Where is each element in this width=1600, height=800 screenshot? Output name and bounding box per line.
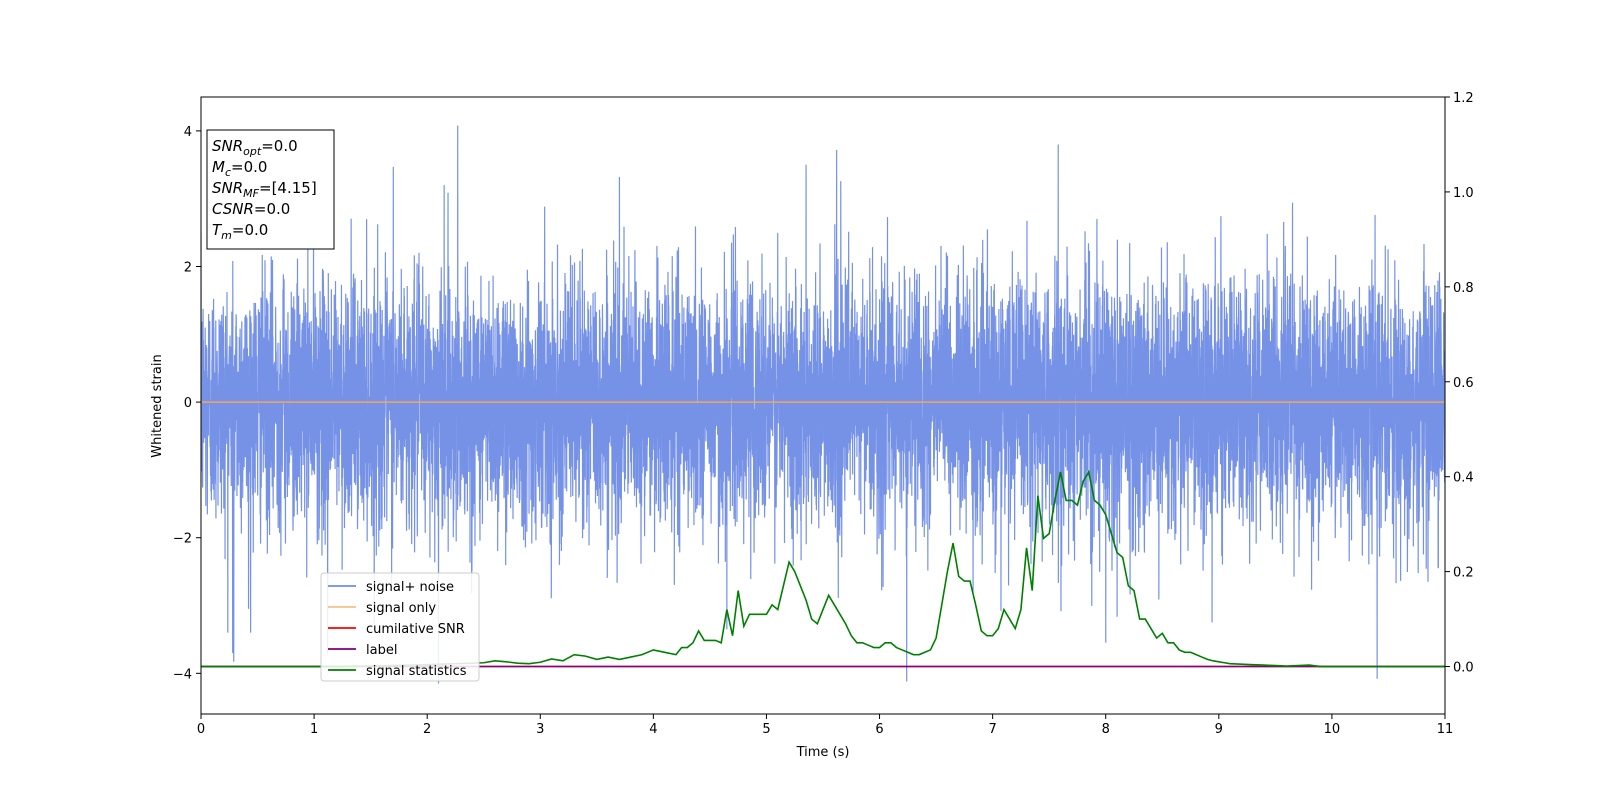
legend-label-label: label bbox=[366, 643, 397, 658]
series-signal-noise bbox=[201, 125, 1445, 684]
info-line: Mc=0.0 bbox=[212, 158, 267, 179]
y2-tick-label: 0.8 bbox=[1453, 281, 1474, 296]
legend-label-signal-statistics: signal statistics bbox=[366, 664, 467, 679]
y-tick-label: −4 bbox=[173, 667, 192, 682]
y-tick-label: 4 bbox=[184, 125, 192, 140]
legend-label-signal-noise: signal+ noise bbox=[366, 580, 454, 595]
x-tick-label: 0 bbox=[197, 722, 205, 737]
y2-tick-label: 0.6 bbox=[1453, 376, 1474, 391]
x-tick-label: 8 bbox=[1102, 722, 1110, 737]
x-tick-label: 10 bbox=[1324, 722, 1341, 737]
x-tick-label: 4 bbox=[649, 722, 657, 737]
info-line: SNRopt=0.0 bbox=[212, 137, 298, 158]
y2-tick-label: 0.2 bbox=[1453, 566, 1474, 581]
x-tick-label: 3 bbox=[536, 722, 544, 737]
y-tick-label: 2 bbox=[184, 261, 192, 276]
legend-label-signal-only: signal only bbox=[366, 601, 436, 616]
y2-tick-label: 1.2 bbox=[1453, 91, 1474, 106]
info-line: Tm=0.0 bbox=[212, 221, 268, 242]
plot-frame bbox=[200, 96, 1446, 715]
x-axis-label: Time (s) bbox=[796, 745, 850, 760]
y2-tick-label: 0.0 bbox=[1453, 661, 1474, 676]
y-axis-left: −4 −2 0 2 4 bbox=[173, 125, 201, 682]
y-tick-label: 0 bbox=[184, 396, 192, 411]
x-tick-label: 1 bbox=[310, 722, 318, 737]
info-line: SNRMF=[4.15] bbox=[212, 179, 317, 200]
y2-tick-label: 1.0 bbox=[1453, 186, 1474, 201]
x-tick-label: 5 bbox=[762, 722, 770, 737]
y-axis-right: 0.0 0.2 0.4 0.6 0.8 1.0 1.2 bbox=[1445, 91, 1474, 676]
x-tick-label: 7 bbox=[988, 722, 996, 737]
y-axis-label: Whitened strain bbox=[150, 354, 165, 457]
legend: signal+ noise signal only cumilative SNR la… bbox=[320, 572, 480, 682]
series-line-signal-noise bbox=[201, 125, 1445, 684]
info-line: CSNR=0.0 bbox=[212, 200, 290, 218]
series-line-signal-statistics bbox=[201, 469, 1445, 668]
y2-tick-label: 0.4 bbox=[1453, 471, 1474, 486]
legend-label-cumilative-snr: cumilative SNR bbox=[366, 622, 465, 637]
y-tick-label: −2 bbox=[173, 532, 192, 547]
x-tick-label: 2 bbox=[423, 722, 431, 737]
x-tick-label: 11 bbox=[1437, 722, 1454, 737]
x-tick-label: 6 bbox=[875, 722, 883, 737]
x-tick-label: 9 bbox=[1215, 722, 1223, 737]
x-axis: 0 1 2 3 4 5 6 7 8 9 10 11 bbox=[197, 714, 1453, 737]
